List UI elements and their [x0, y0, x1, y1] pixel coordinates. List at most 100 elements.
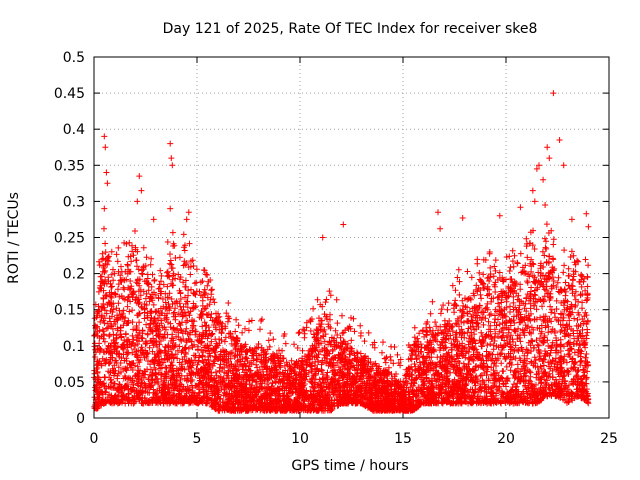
data-point [98, 303, 105, 310]
data-point [548, 306, 555, 313]
data-point [122, 400, 129, 407]
data-point [465, 361, 472, 368]
data-point [480, 365, 487, 372]
data-point [548, 227, 555, 234]
data-point [129, 248, 136, 255]
data-point [113, 305, 120, 312]
data-point [264, 346, 271, 353]
data-point [359, 369, 366, 376]
data-point [127, 278, 134, 284]
data-point [409, 372, 416, 379]
data-point [495, 333, 501, 340]
data-point [574, 390, 580, 397]
data-point [572, 296, 579, 303]
data-point [477, 393, 484, 400]
data-point [560, 372, 567, 379]
data-point [165, 319, 171, 326]
data-point [158, 278, 164, 285]
data-point [172, 305, 179, 312]
data-point [584, 329, 591, 336]
data-point [543, 276, 549, 283]
data-point [397, 362, 404, 369]
data-point [209, 362, 216, 369]
data-point [166, 290, 173, 297]
data-point [472, 340, 479, 347]
data-point [102, 307, 108, 314]
data-point [517, 338, 524, 345]
data-point [524, 350, 531, 357]
data-point [122, 382, 129, 389]
data-point [503, 363, 510, 370]
data-point [547, 303, 554, 310]
data-point [140, 263, 147, 270]
data-point [454, 315, 461, 322]
data-point [560, 322, 566, 329]
data-point [479, 343, 485, 350]
data-point [427, 310, 434, 317]
x-tick-label: 10 [291, 431, 309, 447]
data-point [566, 282, 572, 289]
data-point [474, 320, 481, 327]
data-point [122, 331, 129, 338]
data-point [339, 312, 345, 319]
data-point [499, 368, 506, 375]
data-point [279, 347, 286, 354]
data-point [389, 375, 396, 382]
y-tick-label: 0.05 [54, 375, 85, 391]
data-point [357, 376, 363, 383]
data-point [531, 316, 538, 323]
data-point [98, 273, 105, 280]
data-point [461, 334, 468, 341]
data-point [447, 332, 454, 339]
data-point [161, 347, 168, 354]
x-tick-label: 5 [193, 431, 202, 447]
data-point [141, 315, 148, 322]
data-point [417, 386, 424, 393]
data-point [185, 387, 192, 394]
data-point [493, 363, 499, 369]
data-point [411, 324, 418, 331]
data-point [168, 296, 175, 302]
data-point [148, 255, 155, 262]
data-point [496, 275, 503, 281]
data-point [421, 380, 428, 387]
data-point [248, 317, 255, 324]
data-point [382, 355, 389, 362]
data-point [583, 297, 590, 304]
data-point [152, 292, 159, 298]
data-point [517, 250, 524, 257]
data-point [538, 270, 544, 277]
data-point [326, 359, 333, 366]
data-point [531, 246, 538, 252]
data-point [454, 347, 461, 354]
data-point [129, 319, 136, 326]
data-point [117, 360, 124, 366]
data-point [563, 359, 570, 366]
data-point [186, 370, 193, 377]
data-point [376, 363, 383, 370]
data-point [380, 339, 386, 346]
data-point [484, 300, 491, 307]
data-point [492, 267, 499, 274]
data-point [511, 327, 518, 334]
data-point [519, 348, 526, 355]
data-point [549, 367, 556, 374]
data-point [558, 327, 565, 334]
data-point [574, 316, 581, 323]
data-point [382, 367, 388, 374]
data-point [138, 270, 145, 277]
data-point [134, 263, 140, 270]
data-point [570, 252, 577, 259]
data-point [224, 372, 231, 379]
data-point [504, 389, 511, 396]
data-point [485, 318, 492, 325]
data-point [527, 240, 534, 247]
data-point [514, 346, 520, 353]
data-point [160, 400, 167, 407]
data-point [494, 386, 501, 393]
data-point [204, 282, 211, 289]
data-point [577, 358, 584, 365]
data-point [97, 346, 104, 352]
data-point [516, 319, 523, 326]
data-point [537, 330, 544, 337]
